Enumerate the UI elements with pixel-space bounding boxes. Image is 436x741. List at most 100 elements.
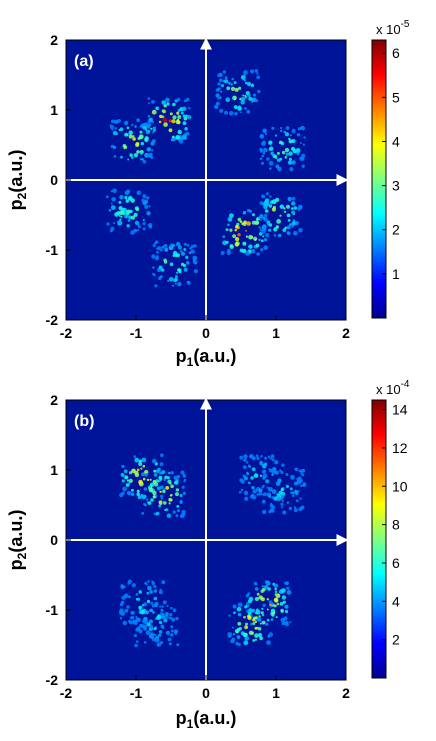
density-speck: [241, 222, 245, 226]
colorbar-a: [371, 39, 387, 319]
density-speck: [236, 606, 242, 612]
density-speck: [112, 188, 117, 194]
density-speck: [266, 157, 270, 161]
density-speck: [220, 84, 225, 88]
density-speck: [171, 284, 175, 287]
density-speck: [133, 633, 137, 638]
density-speck: [155, 511, 160, 516]
density-speck: [134, 125, 137, 128]
density-speck: [271, 207, 276, 212]
density-speck: [244, 107, 247, 110]
density-speck: [301, 473, 305, 477]
y-axis-label-b: p2(a.u.): [6, 510, 29, 571]
density-speck: [119, 195, 124, 200]
density-speck: [169, 613, 173, 617]
density-speck: [171, 119, 176, 124]
density-speck: [147, 580, 150, 583]
density-speck: [142, 227, 146, 231]
density-speck: [243, 640, 249, 646]
density-speck: [144, 581, 148, 585]
density-speck: [193, 269, 198, 274]
density-speck: [176, 120, 181, 125]
density-speck: [263, 238, 268, 242]
density-speck: [257, 632, 263, 638]
density-speck: [146, 211, 151, 216]
density-speck: [238, 490, 242, 494]
y-tick-label: 1: [50, 102, 58, 118]
density-speck: [142, 222, 146, 226]
density-speck: [279, 129, 283, 133]
density-speck: [131, 583, 136, 588]
density-speck: [169, 244, 173, 248]
density-speck: [235, 641, 239, 646]
density-speck: [284, 226, 288, 230]
density-speck: [240, 479, 245, 484]
density-speck: [232, 234, 237, 239]
colorbar-ticks-a: 1 2 3 4 5 6: [382, 45, 400, 282]
density-speck: [146, 622, 151, 627]
density-speck: [154, 602, 158, 606]
density-cluster: [259, 126, 306, 172]
density-speck: [258, 238, 261, 242]
density-speck: [244, 94, 247, 98]
density-speck: [157, 246, 162, 251]
density-speck: [291, 128, 296, 133]
density-speck: [252, 622, 256, 625]
density-speck: [243, 615, 246, 619]
density-speck: [151, 109, 157, 115]
density-speck: [190, 244, 195, 249]
y-ticks-a: -2 -1 0 1 2: [46, 32, 71, 328]
density-speck: [262, 620, 266, 625]
density-speck: [167, 637, 172, 642]
density-speck: [280, 470, 284, 475]
density-speck: [228, 634, 232, 638]
density-speck: [173, 475, 178, 480]
density-speck: [158, 504, 162, 508]
density-speck: [126, 605, 130, 609]
density-speck: [184, 127, 188, 131]
density-speck: [130, 230, 135, 235]
density-speck: [114, 127, 118, 130]
density-speck: [263, 213, 268, 218]
density-speck: [242, 94, 245, 97]
density-speck: [292, 219, 296, 222]
density-speck: [158, 120, 162, 124]
density-speck: [120, 585, 125, 590]
density-speck: [257, 627, 262, 631]
colorbar-tick-label: 8: [392, 517, 400, 533]
density-speck: [234, 228, 238, 232]
density-speck: [269, 508, 274, 512]
density-speck: [267, 492, 271, 496]
density-speck: [271, 126, 275, 130]
density-speck: [248, 608, 253, 613]
density-speck: [175, 514, 179, 518]
density-speck: [254, 238, 257, 241]
x-tick-label: -1: [130, 685, 143, 701]
density-speck: [129, 471, 133, 475]
density-speck: [170, 629, 174, 633]
y-ticks-b: -2 -1 0 1 2: [46, 392, 71, 688]
density-speck: [164, 614, 169, 619]
density-speck: [285, 132, 289, 137]
density-speck: [152, 495, 156, 499]
x-tick-label: -1: [130, 325, 143, 341]
density-speck: [281, 463, 285, 467]
x-tick-label: 1: [272, 325, 280, 341]
colorbar-tick-label: 6: [392, 555, 400, 571]
density-speck: [286, 586, 290, 590]
density-speck: [112, 145, 117, 149]
density-speck: [149, 608, 153, 613]
density-speck: [134, 643, 138, 648]
density-speck: [139, 623, 143, 628]
density-speck: [246, 601, 249, 605]
density-speck: [254, 620, 258, 624]
density-speck: [259, 134, 265, 139]
density-speck: [279, 204, 284, 209]
density-speck: [160, 485, 164, 490]
density-speck: [179, 514, 185, 519]
colorbar-tick-label: 2: [392, 222, 400, 238]
density-speck: [258, 232, 263, 236]
density-cluster: [109, 118, 156, 164]
density-speck: [117, 220, 121, 225]
density-speck: [275, 225, 279, 229]
